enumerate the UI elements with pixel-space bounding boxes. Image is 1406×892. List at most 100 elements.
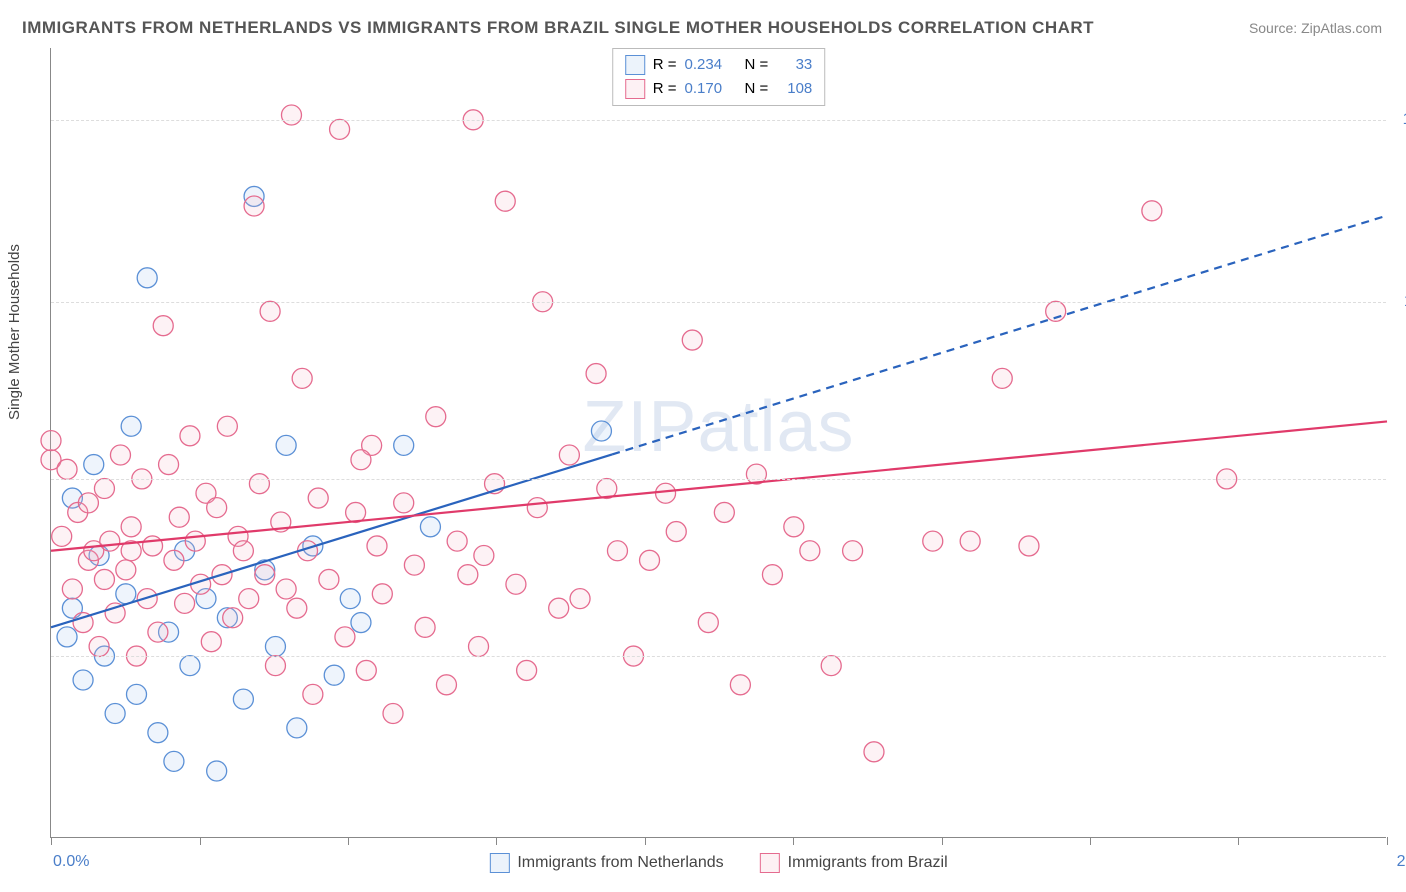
legend-swatch	[489, 853, 509, 873]
data-point-brazil	[426, 407, 446, 427]
data-point-brazil	[436, 675, 456, 695]
data-point-brazil	[1019, 536, 1039, 556]
data-point-netherlands	[276, 435, 296, 455]
x-axis-max-label: 25.0%	[1397, 853, 1406, 871]
x-tick	[51, 837, 52, 845]
data-point-brazil	[94, 478, 114, 498]
plot-area: ZIPatlas R =0.234N =33R =0.170N =108 0.0…	[50, 48, 1386, 838]
data-point-netherlands	[287, 718, 307, 738]
x-tick	[496, 837, 497, 845]
data-point-brazil	[265, 656, 285, 676]
data-point-brazil	[62, 579, 82, 599]
data-point-brazil	[100, 531, 120, 551]
data-point-netherlands	[207, 761, 227, 781]
data-point-brazil	[506, 574, 526, 594]
x-tick	[1090, 837, 1091, 845]
data-point-netherlands	[127, 684, 147, 704]
data-point-brazil	[447, 531, 467, 551]
data-point-brazil	[207, 498, 227, 518]
data-point-brazil	[335, 627, 355, 647]
data-point-brazil	[255, 565, 275, 585]
gridline-h	[51, 302, 1386, 303]
data-point-brazil	[159, 455, 179, 475]
chart-title: IMMIGRANTS FROM NETHERLANDS VS IMMIGRANT…	[22, 18, 1094, 38]
data-point-brazil	[383, 704, 403, 724]
data-point-brazil	[276, 579, 296, 599]
legend-n-value: 33	[776, 53, 812, 77]
data-point-brazil	[495, 191, 515, 211]
x-tick	[1387, 837, 1388, 845]
data-point-brazil	[517, 660, 537, 680]
gridline-h	[51, 656, 1386, 657]
data-point-brazil	[148, 622, 168, 642]
legend-r-value: 0.234	[685, 53, 737, 77]
data-point-netherlands	[394, 435, 414, 455]
data-point-brazil	[682, 330, 702, 350]
legend-r-label: R =	[653, 53, 677, 77]
trendline-netherlands-dashed	[612, 216, 1387, 455]
data-point-brazil	[185, 531, 205, 551]
data-point-brazil	[319, 569, 339, 589]
data-point-netherlands	[180, 656, 200, 676]
data-point-brazil	[57, 459, 77, 479]
data-point-brazil	[89, 636, 109, 656]
data-point-netherlands	[121, 416, 141, 436]
data-point-brazil	[287, 598, 307, 618]
data-point-brazil	[864, 742, 884, 762]
data-point-brazil	[404, 555, 424, 575]
legend-swatch	[760, 853, 780, 873]
data-point-brazil	[223, 608, 243, 628]
data-point-brazil	[239, 589, 259, 609]
data-point-brazil	[372, 584, 392, 604]
data-point-brazil	[474, 546, 494, 566]
legend-series-label: Immigrants from Netherlands	[517, 854, 723, 872]
data-point-brazil	[367, 536, 387, 556]
legend-stat-row: R = 0.234 N = 33	[625, 53, 813, 77]
x-tick	[645, 837, 646, 845]
data-point-brazil	[821, 656, 841, 676]
data-point-brazil	[52, 526, 72, 546]
data-point-netherlands	[591, 421, 611, 441]
x-tick	[200, 837, 201, 845]
x-tick	[348, 837, 349, 845]
legend-series-label: Immigrants from Brazil	[788, 854, 948, 872]
data-point-brazil	[714, 502, 734, 522]
data-point-netherlands	[340, 589, 360, 609]
data-point-netherlands	[148, 723, 168, 743]
legend-n-label: N =	[745, 53, 769, 77]
data-point-brazil	[303, 684, 323, 704]
legend-stat-row: R =0.170N =108	[625, 77, 813, 101]
data-point-netherlands	[233, 689, 253, 709]
data-point-brazil	[217, 416, 237, 436]
data-point-brazil	[78, 493, 98, 513]
data-point-brazil	[244, 196, 264, 216]
data-point-brazil	[308, 488, 328, 508]
legend-r-value: 0.170	[685, 77, 737, 101]
data-point-brazil	[94, 569, 114, 589]
scatter-svg	[51, 48, 1386, 837]
data-point-brazil	[923, 531, 943, 551]
legend-series-item: Immigrants from Netherlands	[489, 853, 723, 873]
legend-n-value: 108	[776, 77, 812, 101]
data-point-brazil	[143, 536, 163, 556]
data-point-brazil	[762, 565, 782, 585]
data-point-brazil	[116, 560, 136, 580]
data-point-brazil	[570, 589, 590, 609]
data-point-netherlands	[324, 665, 344, 685]
data-point-brazil	[164, 550, 184, 570]
data-point-brazil	[394, 493, 414, 513]
legend-swatch	[625, 55, 645, 75]
data-point-netherlands	[105, 704, 125, 724]
data-point-brazil	[784, 517, 804, 537]
data-point-brazil	[281, 105, 301, 125]
data-point-brazil	[169, 507, 189, 527]
data-point-netherlands	[116, 584, 136, 604]
data-point-brazil	[698, 613, 718, 633]
x-tick	[1238, 837, 1239, 845]
legend-r-label: R =	[653, 77, 677, 101]
x-tick	[942, 837, 943, 845]
data-point-brazil	[843, 541, 863, 561]
data-point-brazil	[960, 531, 980, 551]
y-tick-label: 15.0%	[1403, 111, 1406, 129]
gridline-h	[51, 479, 1386, 480]
